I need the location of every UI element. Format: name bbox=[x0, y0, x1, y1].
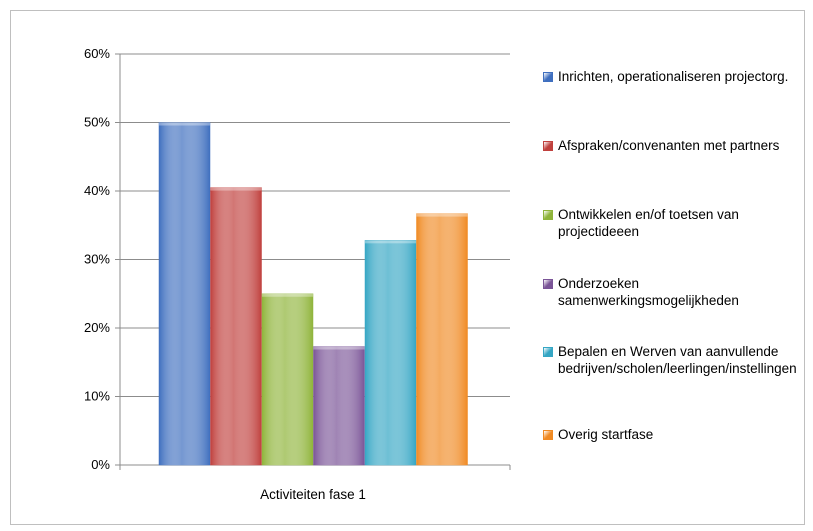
y-tick-label: 10% bbox=[84, 389, 110, 404]
legend-swatch bbox=[543, 141, 553, 151]
bar-shine bbox=[417, 214, 468, 465]
legend-label: Onderzoeken samenwerkingsmogelijkheden bbox=[558, 276, 739, 308]
legend-item: Inrichten, operationaliseren projectorg. bbox=[543, 68, 813, 85]
legend-label: Afspraken/convenanten met partners bbox=[558, 138, 779, 153]
bar-shine bbox=[262, 294, 313, 465]
bar-top-highlight bbox=[211, 188, 262, 191]
bar-5 bbox=[365, 240, 416, 465]
legend-label: Ontwikkelen en/of toetsen van projectide… bbox=[558, 207, 739, 239]
bar-top-highlight bbox=[417, 214, 468, 217]
y-tick-label: 40% bbox=[84, 183, 110, 198]
bar-1 bbox=[159, 123, 210, 466]
legend-item: Ontwikkelen en/of toetsen van projectide… bbox=[543, 206, 813, 240]
legend-swatch bbox=[543, 430, 553, 440]
y-tick-label: 0% bbox=[91, 457, 110, 472]
bar-top-highlight bbox=[262, 294, 313, 297]
legend-item: Overig startfase bbox=[543, 426, 813, 443]
bar-shine bbox=[314, 346, 365, 465]
bar-top-highlight bbox=[159, 123, 210, 126]
y-tick-label: 50% bbox=[84, 115, 110, 130]
legend-label: Inrichten, operationaliseren projectorg. bbox=[558, 69, 788, 84]
legend-swatch bbox=[543, 72, 553, 82]
bar-3 bbox=[262, 294, 313, 465]
legend-item: Onderzoeken samenwerkingsmogelijkheden bbox=[543, 275, 813, 309]
legend-swatch bbox=[543, 347, 553, 357]
legend-label: Overig startfase bbox=[558, 427, 653, 442]
legend-swatch bbox=[543, 210, 553, 220]
y-tick-label: 30% bbox=[84, 252, 110, 267]
legend-label: Bepalen en Werven van aanvullende bedrij… bbox=[558, 344, 797, 376]
bar-shine bbox=[365, 240, 416, 465]
bar-2 bbox=[211, 188, 262, 465]
bar-6 bbox=[417, 214, 468, 465]
bar-4 bbox=[314, 346, 365, 465]
legend-item: Bepalen en Werven van aanvullende bedrij… bbox=[543, 343, 813, 377]
bar-top-highlight bbox=[314, 346, 365, 349]
legend-item: Afspraken/convenanten met partners bbox=[543, 137, 813, 154]
legend-swatch bbox=[543, 279, 553, 289]
bar-top-highlight bbox=[365, 240, 416, 243]
y-tick-label: 20% bbox=[84, 320, 110, 335]
bar-shine bbox=[159, 123, 210, 466]
y-tick-label: 60% bbox=[84, 46, 110, 61]
x-axis-label: Activiteiten fase 1 bbox=[260, 487, 366, 502]
bars bbox=[159, 123, 468, 466]
bar-shine bbox=[211, 188, 262, 465]
